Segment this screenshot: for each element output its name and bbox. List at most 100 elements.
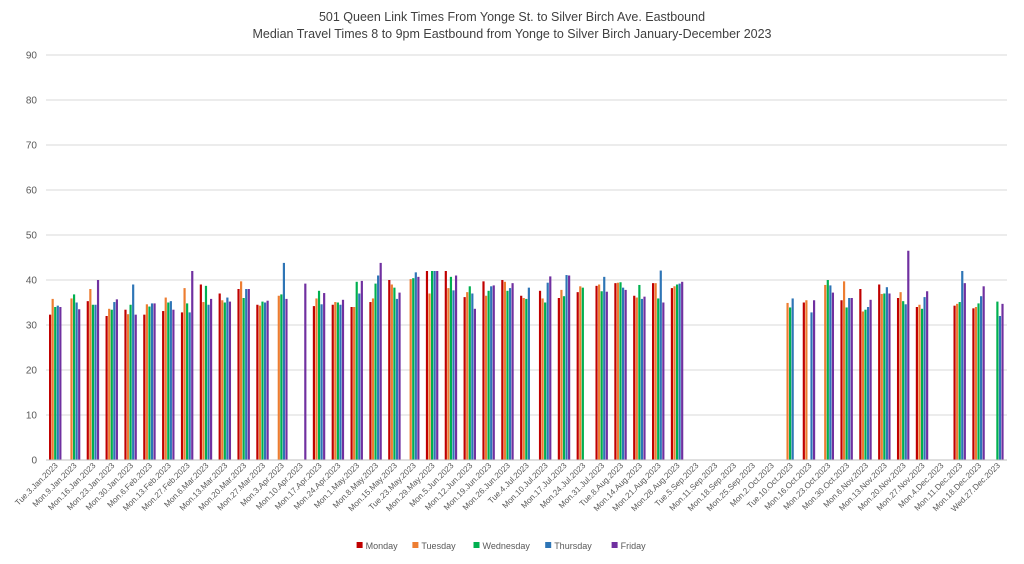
bar xyxy=(70,298,73,460)
bar xyxy=(527,287,530,460)
bar xyxy=(202,302,205,460)
bar xyxy=(864,309,867,460)
bar xyxy=(595,285,598,460)
x-axis-ticks: Tue.3.Jan.2023Mon.9.Jan.2023Mon.16.Jan.2… xyxy=(13,461,1002,514)
bar xyxy=(431,271,434,460)
bar xyxy=(473,308,476,460)
bar xyxy=(568,275,571,460)
bar xyxy=(605,291,608,460)
bar xyxy=(398,292,401,460)
bar xyxy=(883,293,886,460)
bar xyxy=(153,303,156,460)
bar xyxy=(789,307,792,460)
bar xyxy=(926,291,929,460)
bar xyxy=(78,309,81,460)
bar xyxy=(452,290,455,460)
bar xyxy=(899,292,902,460)
bar xyxy=(565,275,568,460)
bar xyxy=(280,294,283,460)
legend-label: Monday xyxy=(366,541,399,551)
bar xyxy=(633,295,636,460)
bar xyxy=(129,304,132,460)
bar xyxy=(622,287,625,460)
bar xyxy=(143,314,146,460)
bar xyxy=(958,302,961,460)
bar xyxy=(861,311,865,460)
bar xyxy=(148,306,151,460)
bar xyxy=(525,298,528,460)
bar xyxy=(226,297,229,460)
bar xyxy=(183,288,186,460)
bar xyxy=(377,275,380,460)
bar xyxy=(850,298,853,460)
bar xyxy=(263,302,267,460)
bar xyxy=(490,286,493,460)
bar xyxy=(54,307,57,460)
bar xyxy=(371,298,375,460)
bar xyxy=(549,276,552,460)
bar xyxy=(805,300,808,460)
bar xyxy=(223,302,226,460)
y-tick-label: 60 xyxy=(26,186,38,197)
bar xyxy=(484,295,488,460)
bar xyxy=(56,305,59,460)
bar xyxy=(199,284,202,460)
bar xyxy=(134,314,137,460)
bar xyxy=(454,275,458,460)
bar xyxy=(640,298,644,460)
bar xyxy=(425,271,429,460)
bar xyxy=(538,290,542,460)
bar xyxy=(614,283,617,460)
bar xyxy=(896,298,900,460)
bar xyxy=(355,281,358,460)
bar xyxy=(829,285,832,460)
bar xyxy=(221,300,224,460)
bar xyxy=(980,296,983,460)
legend-label: Wednesday xyxy=(483,541,531,551)
bar xyxy=(444,271,447,460)
legend-label: Tuesday xyxy=(421,541,456,551)
bar xyxy=(428,293,431,460)
bar xyxy=(562,296,566,460)
bar xyxy=(261,301,264,460)
bar xyxy=(379,262,382,460)
bar xyxy=(110,309,113,460)
bar xyxy=(315,298,318,460)
bar xyxy=(180,312,184,460)
bar xyxy=(96,280,100,460)
bar xyxy=(204,285,208,460)
bar xyxy=(888,293,891,460)
bar xyxy=(436,271,439,460)
bar xyxy=(487,290,490,460)
bar xyxy=(826,280,829,460)
bar xyxy=(449,276,453,460)
bar xyxy=(277,295,280,460)
y-tick-label: 90 xyxy=(26,51,38,62)
bar xyxy=(643,296,646,460)
legend-swatch xyxy=(611,542,618,548)
bar xyxy=(466,292,469,460)
bar xyxy=(463,297,466,460)
bar xyxy=(113,302,116,460)
bar xyxy=(186,303,189,460)
bar xyxy=(433,271,436,460)
bar xyxy=(624,289,627,460)
bar xyxy=(522,298,525,460)
bar xyxy=(395,298,399,460)
y-tick-label: 10 xyxy=(26,411,38,422)
bar xyxy=(245,289,248,460)
bar xyxy=(334,302,337,460)
bar xyxy=(312,306,315,460)
bar xyxy=(91,304,95,460)
legend-swatch xyxy=(412,542,419,548)
bar xyxy=(124,309,127,460)
bar xyxy=(904,304,907,460)
y-tick-label: 70 xyxy=(26,141,38,152)
bar xyxy=(878,284,881,460)
bar xyxy=(511,283,514,460)
bar xyxy=(237,289,240,460)
bar xyxy=(963,283,966,460)
bar xyxy=(256,304,259,460)
bar xyxy=(126,314,130,460)
